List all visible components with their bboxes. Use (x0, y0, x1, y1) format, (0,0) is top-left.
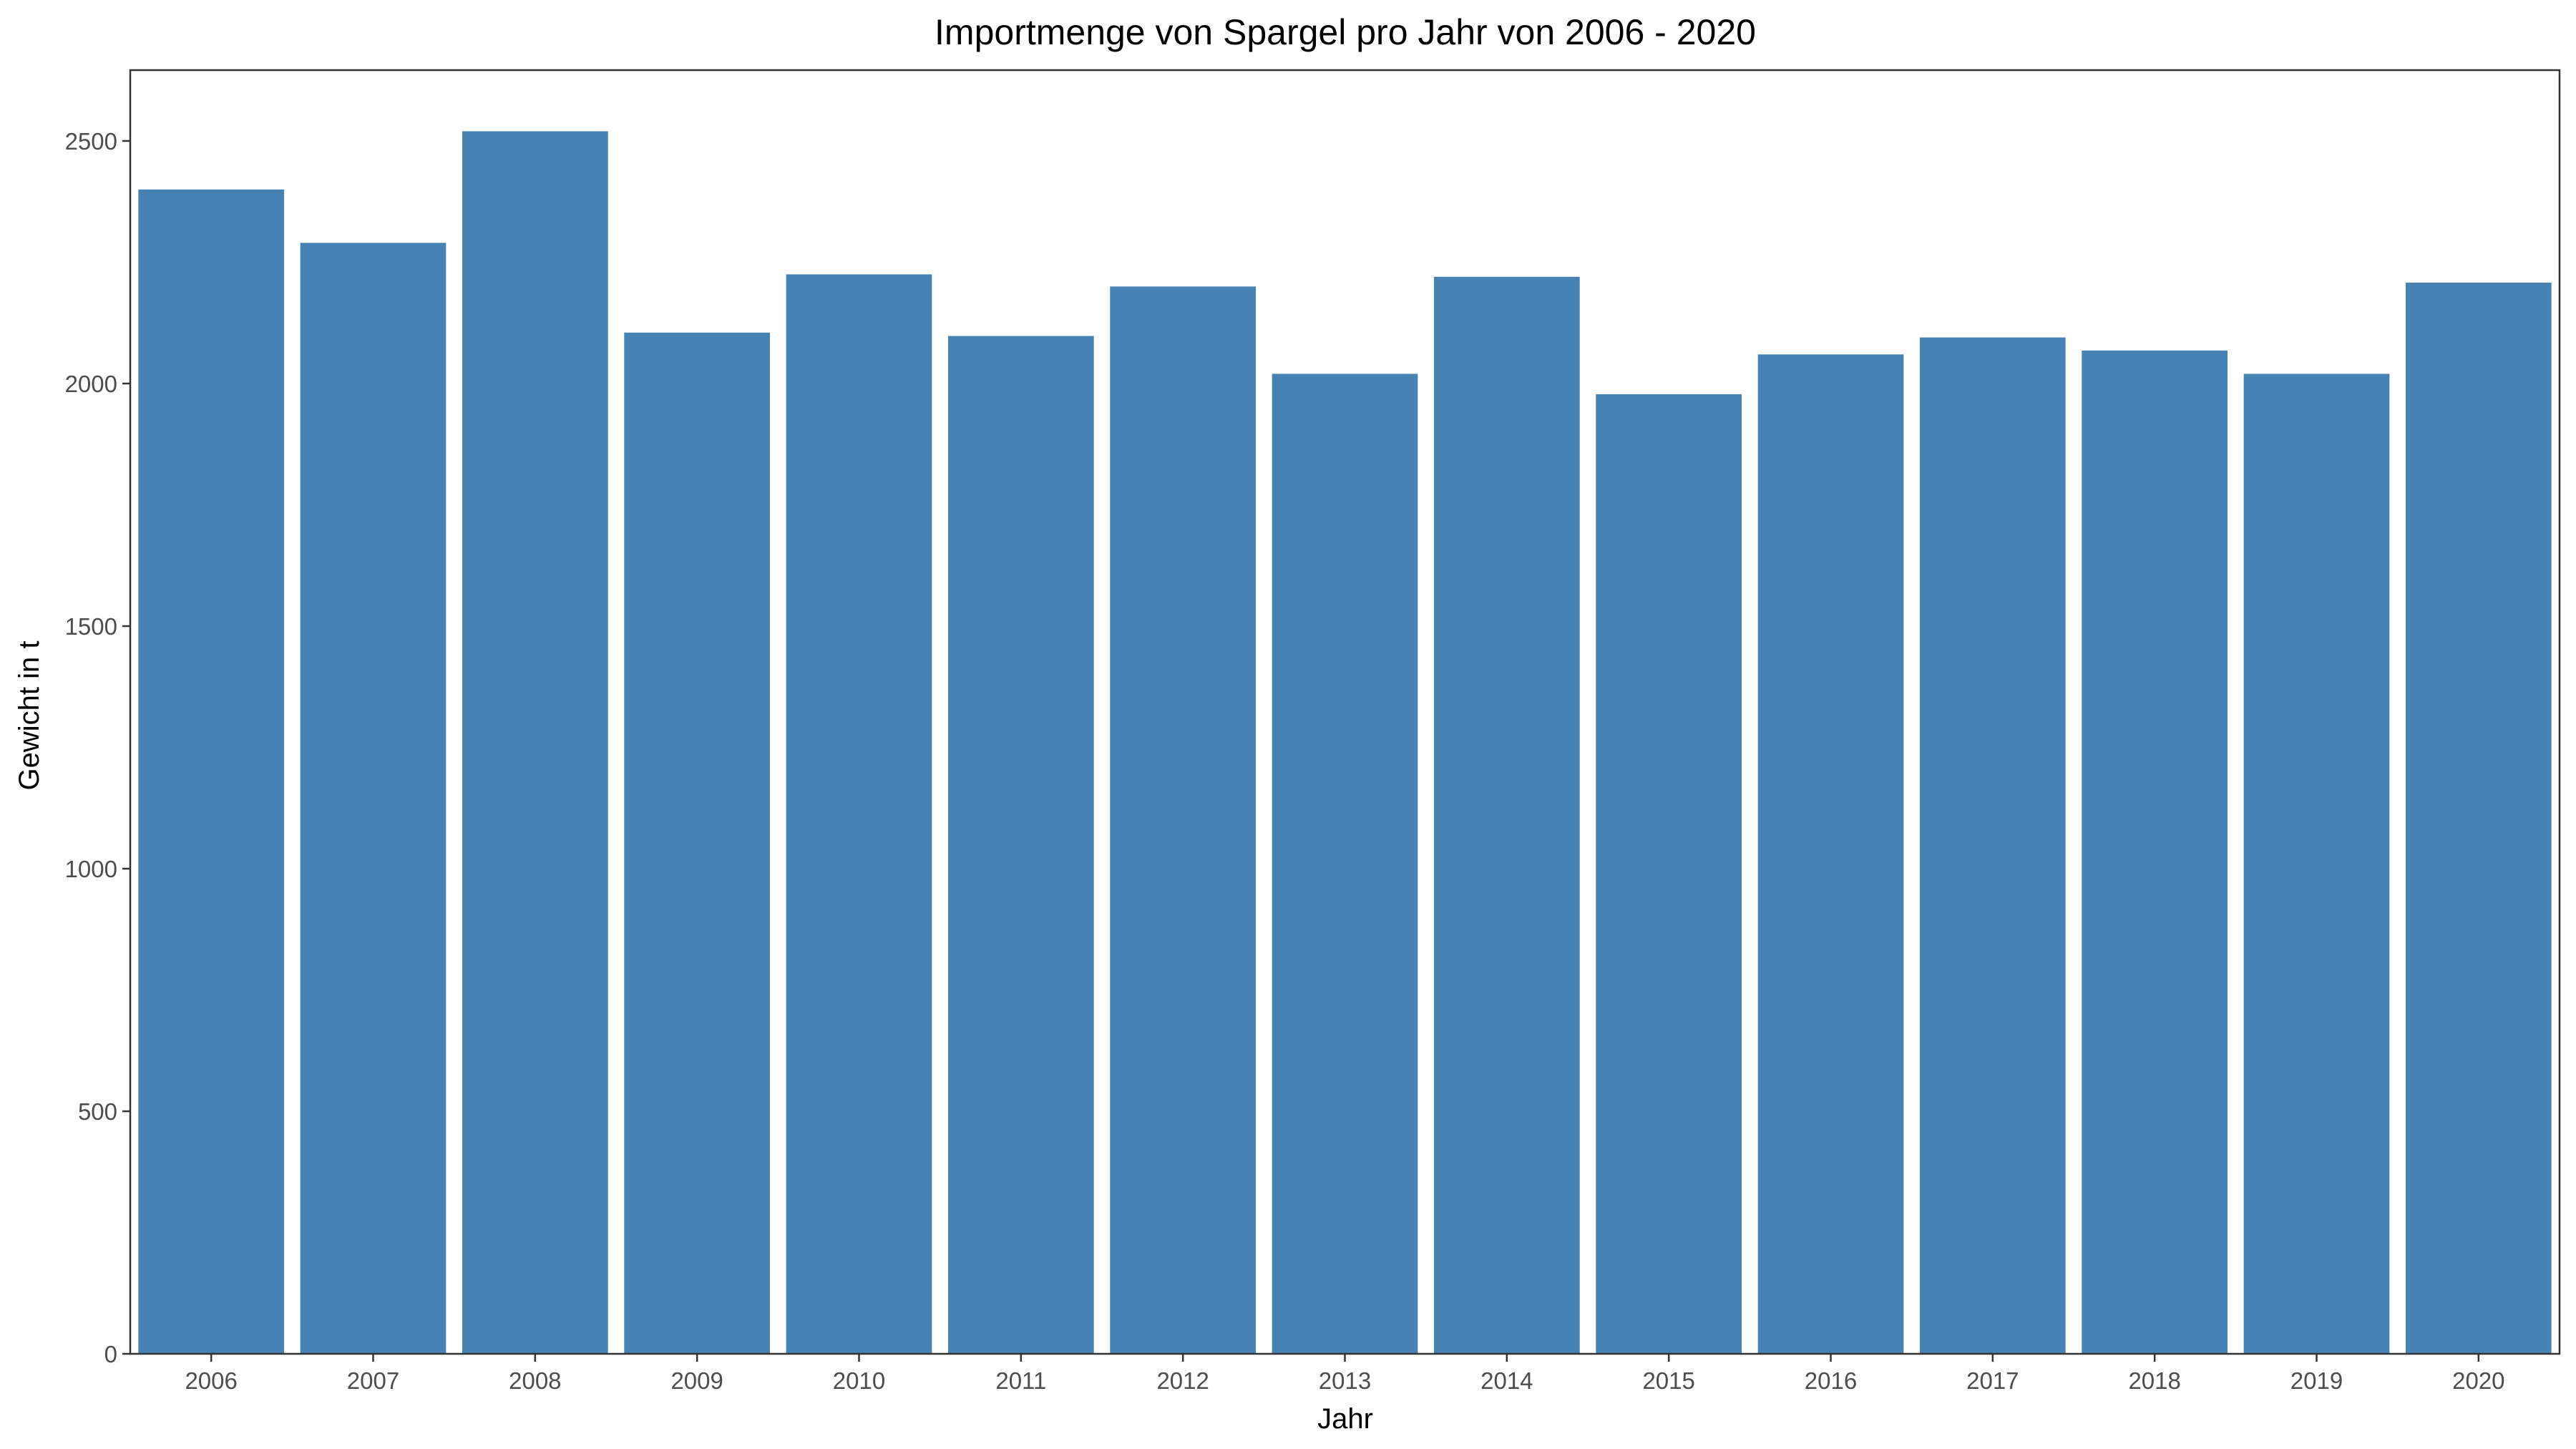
x-axis: 2006 2007 2008 2009 2010 2011 2012 2013 2014 2015… (185, 1354, 2505, 1394)
y-axis-title: Gewicht in t (14, 641, 45, 791)
bar-2020 (2405, 282, 2552, 1355)
x-tick-label-2009: 2009 (670, 1367, 723, 1394)
bar-2009 (624, 332, 771, 1355)
x-tick-label-2013: 2013 (1319, 1367, 1371, 1394)
x-tick-label-2014: 2014 (1480, 1367, 1533, 1394)
x-tick-label-2019: 2019 (2290, 1367, 2343, 1394)
bar-2008 (462, 131, 608, 1354)
y-tick-label: 0 (104, 1341, 117, 1367)
chart-title: Importmenge von Spargel pro Jahr von 200… (935, 12, 1756, 52)
x-tick-label-2012: 2012 (1156, 1367, 1209, 1394)
y-tick-label: 2000 (65, 371, 117, 397)
x-tick-label-2011: 2011 (995, 1367, 1046, 1394)
bar-2012 (1110, 286, 1257, 1354)
x-tick-label-2010: 2010 (833, 1367, 885, 1394)
bar-2006 (138, 189, 285, 1355)
x-tick-label-2017: 2017 (1966, 1367, 2019, 1394)
bars-layer (138, 131, 2552, 1355)
y-tick-label: 1500 (65, 613, 117, 640)
bar-2013 (1272, 374, 1418, 1354)
bar-2015 (1596, 394, 1742, 1355)
bar-2010 (786, 274, 932, 1354)
x-tick-label-2016: 2016 (1805, 1367, 1857, 1394)
bar-2011 (947, 336, 1094, 1354)
y-axis: 0 500 1000 1500 2000 2500 (65, 128, 130, 1367)
y-tick-label: 2500 (65, 128, 117, 155)
x-tick-label-2018: 2018 (2128, 1367, 2180, 1394)
x-tick-label-2020: 2020 (2452, 1367, 2504, 1394)
x-tick-label-2006: 2006 (185, 1367, 237, 1394)
bar-2019 (2243, 374, 2390, 1354)
x-tick-label-2008: 2008 (509, 1367, 561, 1394)
y-tick-label: 1000 (65, 856, 117, 882)
bar-2018 (2082, 350, 2228, 1355)
bar-2014 (1433, 276, 1580, 1354)
y-tick-label: 500 (78, 1098, 117, 1125)
bar-2016 (1757, 354, 1904, 1354)
x-axis-title: Jahr (1317, 1403, 1373, 1435)
bar-2017 (1919, 337, 2066, 1354)
x-tick-label-2007: 2007 (347, 1367, 399, 1394)
x-tick-label-2015: 2015 (1642, 1367, 1694, 1394)
bar-2007 (300, 243, 447, 1354)
